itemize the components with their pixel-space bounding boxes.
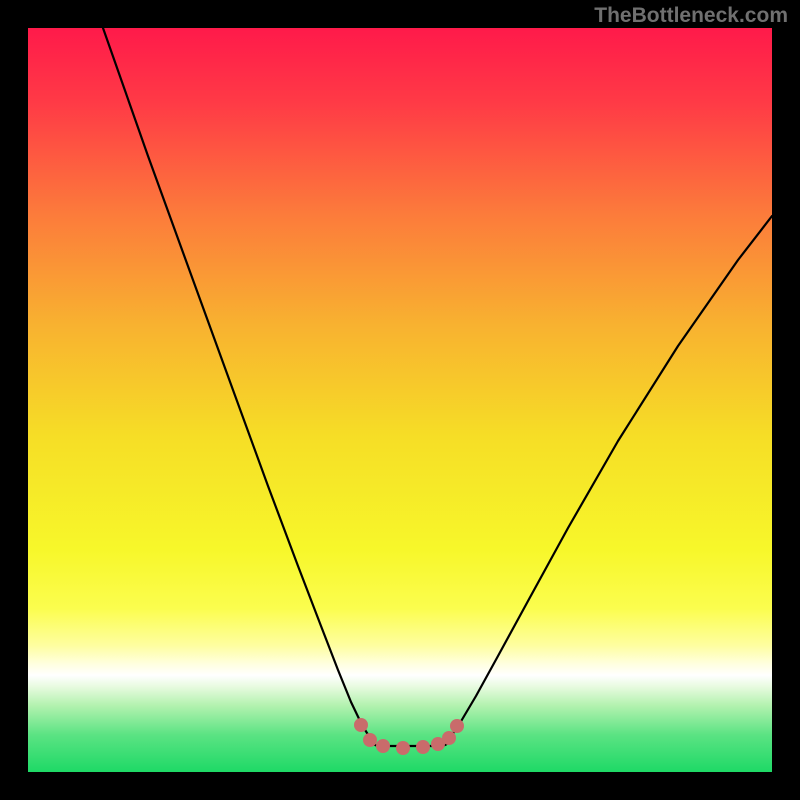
marker-dot xyxy=(450,719,464,733)
marker-dot xyxy=(416,740,430,754)
marker-dot xyxy=(363,733,377,747)
marker-dot xyxy=(442,731,456,745)
marker-dot xyxy=(376,739,390,753)
plot-area xyxy=(28,28,772,772)
marker-dot xyxy=(396,741,410,755)
chart-svg xyxy=(28,28,772,772)
watermark-text: TheBottleneck.com xyxy=(594,4,788,28)
gradient-background xyxy=(28,28,772,772)
chart-canvas: TheBottleneck.com xyxy=(0,0,800,800)
marker-dot xyxy=(354,718,368,732)
